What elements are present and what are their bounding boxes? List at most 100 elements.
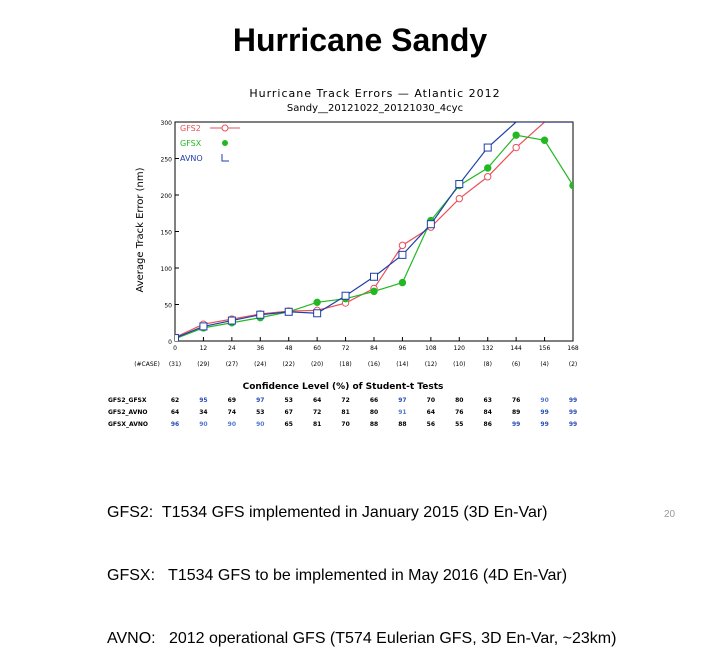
legend-label-avno: AVNO [180,154,203,163]
table-cell: 90 [199,421,207,428]
table-cell: 65 [285,421,293,428]
table-cell: 99 [540,409,548,416]
table-cell: 80 [455,397,463,404]
y-tick-label: 250 [161,157,173,164]
x-tick-label: 120 [454,345,466,352]
sample-count: (#CASE) [134,361,160,368]
x-tick-label: 36 [256,345,264,352]
data-point-avno [175,334,179,341]
x-tick-label: 60 [313,345,321,352]
table-cell: 89 [512,409,520,416]
sample-count: (10) [453,361,465,368]
data-point-gfsx [569,181,573,190]
legend-marker [222,140,228,146]
page-number: 20 [664,509,676,520]
table-cell: 88 [370,421,378,428]
x-tick-label: 96 [399,345,407,352]
data-point-avno [313,309,322,318]
legend-marker [221,124,229,132]
data-point-avno [426,220,435,229]
sample-count: (14) [396,361,408,368]
chart-subtitle: Sandy__20121022_20121030_4cyc [287,103,463,114]
table-cell: 86 [484,421,492,428]
table-cell: 97 [398,397,406,404]
table-cell: 97 [256,397,264,404]
data-point-gfsx [398,278,407,287]
table-cell: 55 [455,421,463,428]
table-cell: 99 [569,421,577,428]
table-cell: 99 [569,409,577,416]
table-cell: 95 [199,397,207,404]
sample-count: (27) [226,361,238,368]
data-point-gfsx [540,136,549,144]
data-point-gfsx [512,131,520,139]
table-cell: 80 [370,409,378,416]
y-tick-label: 50 [164,303,172,310]
plot-frame [174,121,574,342]
y-axis-label: Average Track Error (nm) [135,167,146,292]
data-point-gfs2 [455,194,463,203]
x-tick-label: 168 [567,345,579,352]
table-cell: 53 [285,397,293,404]
confidence-table-title: Confidence Level (%) of Student-t Tests [243,382,444,392]
series-line-gfs2 [175,122,573,338]
sample-count: (22) [283,361,295,368]
data-point-gfs2 [512,143,520,152]
table-cell: 72 [313,409,321,416]
x-tick-label: 144 [510,345,522,352]
table-cell: 90 [256,421,264,428]
table-cell: 66 [370,397,378,404]
slide-title: Hurricane Sandy [232,22,488,58]
table-cell: 64 [171,409,179,416]
table-cell: 56 [427,421,435,428]
table-row-label: GFS2_AVNO [108,409,148,416]
table-cell: 96 [171,421,179,428]
table-cell: 90 [540,397,548,404]
data-point-avno [370,272,378,281]
data-point-avno [199,322,208,331]
y-tick-label: 150 [161,230,173,237]
table-cell: 90 [228,421,236,428]
footer-notes: GFS2: T1534 GFS implemented in January 2… [107,460,616,670]
legend-label-gfs2: GFS2 [180,124,201,133]
x-tick-label: 48 [285,345,293,352]
data-point-avno [256,310,265,319]
x-tick-label: 108 [425,345,437,352]
data-point-gfsx [484,164,492,172]
series-line-avno [175,122,573,339]
sample-count: (24) [254,361,266,368]
table-row-label: GFS2_GFSX [108,397,147,404]
x-tick-label: 132 [482,345,494,352]
table-cell: 70 [427,397,435,404]
chart-title: Hurricane Track Errors — Atlantic 2012 [249,87,500,100]
y-tick-label: 0 [168,339,172,346]
x-tick-label: 0 [173,345,177,352]
table-cell: 74 [228,409,236,416]
data-point-gfs2 [398,241,407,250]
data-point-gfsx [313,298,321,307]
sample-count: (29) [197,361,209,368]
table-cell: 67 [285,409,293,416]
table-cell: 99 [540,421,548,428]
x-tick-label: 156 [539,345,551,352]
table-cell: 76 [512,397,520,404]
sample-count: (31) [169,361,181,368]
data-point-avno [455,180,464,189]
x-tick-label: 12 [200,345,208,352]
legend-marker [221,154,229,162]
table-cell: 69 [228,397,236,404]
table-cell: 99 [569,397,577,404]
sample-count: (4) [540,361,549,368]
table-row-label: GFSX_AVNO [108,421,148,428]
table-cell: 63 [484,397,492,404]
data-point-avno [227,316,236,325]
y-tick-label: 300 [161,120,173,127]
legend-label-gfsx: GFSX [180,139,202,148]
data-point-avno [341,291,350,300]
table-cell: 99 [512,421,520,428]
sample-count: (18) [339,361,351,368]
sample-count: (6) [512,361,521,368]
y-tick-label: 200 [161,193,173,200]
sample-count: (20) [311,361,323,368]
table-cell: 72 [341,397,349,404]
